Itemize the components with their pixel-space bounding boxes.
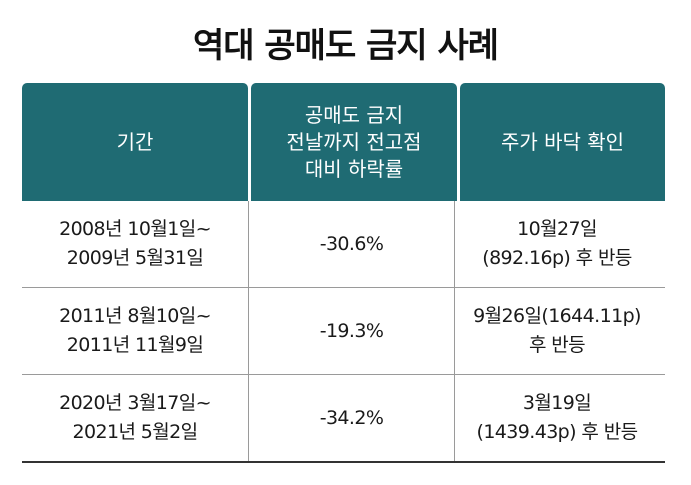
table-header: 기간 공매도 금지 전날까지 전고점 대비 하락률 주가 바닥 확인	[22, 83, 665, 201]
period-cell: 2008년 10월1일~ 2009년 5월31일	[22, 201, 248, 287]
header-bottom-line: 주가 바닥 확인	[500, 129, 625, 154]
header-decline-line: 전날까지 전고점	[286, 129, 422, 154]
table-row: 2008년 10월1일~ 2009년 5월31일 -30.6% 10월27일 (…	[22, 201, 665, 287]
bottom-line: (1439.43p) 후 반등	[476, 421, 639, 443]
table-row: 2011년 8월10일~ 2011년 11월9일 -19.3% 9월26일(16…	[22, 287, 665, 374]
bottom-line: 3월19일	[522, 392, 592, 414]
bottom-line: (892.16p) 후 반등	[482, 247, 632, 269]
bottom-cell: 10월27일 (892.16p) 후 반등	[454, 201, 659, 287]
period-cell: 2020년 3월17일~ 2021년 5월2일	[22, 375, 248, 461]
table-body: 2008년 10월1일~ 2009년 5월31일 -30.6% 10월27일 (…	[22, 201, 665, 463]
decline-cell: -34.2%	[248, 375, 454, 461]
period-start: 2008년 10월1일~	[59, 218, 211, 240]
header-decline: 공매도 금지 전날까지 전고점 대비 하락률	[251, 83, 457, 201]
decline-cell: -19.3%	[248, 288, 454, 374]
short-selling-ban-table: 기간 공매도 금지 전날까지 전고점 대비 하락률 주가 바닥 확인	[22, 83, 665, 463]
bottom-line: 9월26일(1644.11p)	[473, 305, 641, 327]
header-period: 기간	[22, 83, 248, 201]
period-cell: 2011년 8월10일~ 2011년 11월9일	[22, 288, 248, 374]
decline-value: -34.2%	[319, 406, 384, 429]
decline-value: -19.3%	[319, 319, 384, 342]
period-end: 2009년 5월31일	[66, 247, 204, 269]
header-period-line: 기간	[116, 129, 154, 154]
period-start: 2011년 8월10일~	[59, 305, 211, 327]
header-decline-line: 공매도 금지	[304, 102, 404, 127]
bottom-line: 후 반등	[528, 334, 586, 356]
header-bottom: 주가 바닥 확인	[460, 83, 665, 201]
bottom-cell: 3월19일 (1439.43p) 후 반등	[454, 375, 659, 461]
decline-value: -30.6%	[319, 232, 384, 255]
period-start: 2020년 3월17일~	[59, 392, 211, 414]
bottom-cell: 9월26일(1644.11p) 후 반등	[454, 288, 659, 374]
period-end: 2011년 11월9일	[66, 334, 204, 356]
bottom-line: 10월27일	[517, 218, 597, 240]
header-decline-line: 대비 하락률	[304, 156, 404, 181]
period-end: 2021년 5월2일	[72, 421, 198, 443]
page-title: 역대 공매도 금지 사례	[192, 26, 499, 66]
decline-cell: -30.6%	[248, 201, 454, 287]
table-row: 2020년 3월17일~ 2021년 5월2일 -34.2% 3월19일 (14…	[22, 374, 665, 461]
